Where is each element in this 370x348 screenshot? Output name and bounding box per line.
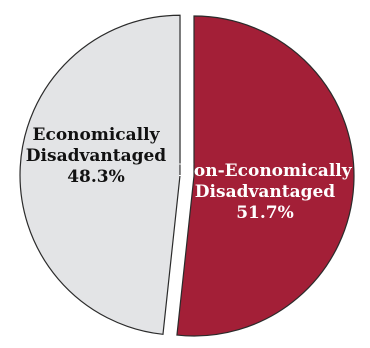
pie-slice-non-economically-disadvantaged — [176, 15, 355, 337]
slice-label-line: Disadvantaged — [26, 146, 166, 166]
slice-label-non-economically-disadvantaged: Non-Economically Disadvantaged 51.7% — [178, 161, 352, 223]
pie-labels: Non-Economically Disadvantaged 51.7%Econom… — [26, 125, 353, 223]
slice-label-line: Disadvantaged — [195, 182, 335, 202]
pie-slice-economically-disadvantaged — [19, 14, 181, 336]
slice-label-line: Non-Economically — [178, 161, 352, 181]
slice-percent: 51.7% — [236, 203, 294, 223]
pie-slices — [19, 14, 355, 337]
slice-label-economically-disadvantaged: Economically Disadvantaged 48.3% — [26, 125, 166, 187]
slice-label-line: Economically — [33, 125, 161, 145]
slice-percent: 48.3% — [67, 167, 125, 187]
